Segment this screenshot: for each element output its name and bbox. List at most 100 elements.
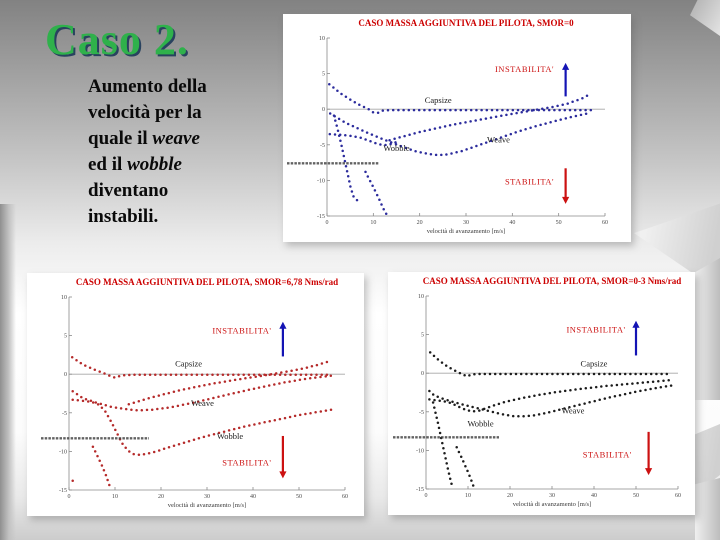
svg-text:5: 5 <box>322 72 325 78</box>
svg-text:-5: -5 <box>320 143 325 149</box>
chart-title: CASO MASSA AGGIUNTIVA DEL PILOTA, SMOR=0 <box>358 18 574 28</box>
slide-subtitle-line: ed il wobble <box>88 154 182 175</box>
svg-text:40: 40 <box>250 494 256 500</box>
series-stray <box>71 479 74 482</box>
series-wobble <box>71 398 333 456</box>
series-weave <box>328 112 588 157</box>
decor-chevron-mid-facet <box>634 203 720 276</box>
svg-text:10: 10 <box>418 294 424 300</box>
svg-text:10: 10 <box>370 220 376 226</box>
slide-subtitle-line: instabili. <box>88 206 159 227</box>
series-capsize <box>70 355 329 379</box>
svg-text:20: 20 <box>417 220 423 226</box>
svg-text:60: 60 <box>675 493 681 499</box>
series-wobble-unstable-1 <box>332 114 359 202</box>
series-capsize <box>428 351 669 377</box>
svg-text:60: 60 <box>342 494 348 500</box>
chart-smor6-78: CASO MASSA AGGIUNTIVA DEL PILOTA, SMOR=6… <box>27 273 364 516</box>
svg-text:50: 50 <box>556 220 562 226</box>
axes <box>68 296 346 491</box>
svg-text:5: 5 <box>421 333 424 339</box>
status-label: INSTABILITA' <box>212 325 271 335</box>
plot-smor-6-78: CASO MASSA AGGIUNTIVA DEL PILOTA, SMOR=6… <box>41 277 348 509</box>
x-axis-label: velocità di avanzamento [m/s] <box>168 502 247 509</box>
series-capsize <box>328 83 593 114</box>
svg-text:40: 40 <box>591 493 597 499</box>
series-wobble-unstable <box>91 445 111 487</box>
series-capsize-rising-branch <box>388 94 589 142</box>
curve-label-wobble: Wobble <box>217 431 243 441</box>
chart-title: CASO MASSA AGGIUNTIVA DEL PILOTA, SMOR=6… <box>76 277 338 287</box>
svg-text:-10: -10 <box>416 448 424 454</box>
series-wobble-unstable-2 <box>455 446 475 487</box>
svg-text:0: 0 <box>68 494 71 500</box>
status-label: STABILITA' <box>222 457 271 467</box>
stability-arrow-down <box>562 168 570 204</box>
instability-arrow-up <box>279 321 287 357</box>
svg-text:-15: -15 <box>317 214 325 220</box>
stability-arrow-down <box>645 431 653 476</box>
decor-chevron-mid-body <box>695 258 720 400</box>
axes <box>425 295 679 490</box>
svg-text:-5: -5 <box>62 411 67 417</box>
slide-subtitle-line: quale il weave <box>88 128 200 149</box>
x-axis-label: velocità di avanzamento [m/s] <box>513 501 592 508</box>
slide-title: Caso 2. <box>45 15 189 64</box>
svg-text:-15: -15 <box>59 488 67 494</box>
series-weave <box>428 384 673 418</box>
chart-smor0: CASO MASSA AGGIUNTIVA DEL PILOTA, SMOR=0… <box>283 14 631 242</box>
instability-arrow-up <box>562 62 570 97</box>
slide-subtitle: Aumento della velocità per la quale il wea… <box>88 74 258 230</box>
curve-label-weave: Weave <box>562 405 585 415</box>
slide-subtitle-line: Aumento della <box>88 76 207 97</box>
svg-text:10: 10 <box>465 493 471 499</box>
status-label: INSTABILITA' <box>566 324 625 334</box>
status-label: INSTABILITA' <box>495 64 554 74</box>
plot-smor-0: CASO MASSA AGGIUNTIVA DEL PILOTA, SMOR=0… <box>287 18 608 235</box>
status-label: STABILITA' <box>505 177 554 187</box>
curve-label-capsize: Capsize <box>425 95 452 105</box>
svg-text:-5: -5 <box>419 410 424 416</box>
svg-text:30: 30 <box>204 494 210 500</box>
svg-text:0: 0 <box>326 220 329 226</box>
svg-text:0: 0 <box>322 107 325 113</box>
slide-subtitle-line: diventano <box>88 180 169 201</box>
svg-text:-15: -15 <box>416 487 424 493</box>
stability-arrow-down <box>279 435 287 479</box>
svg-text:20: 20 <box>158 494 164 500</box>
svg-text:50: 50 <box>633 493 639 499</box>
svg-text:0: 0 <box>421 371 424 377</box>
chart-title: CASO MASSA AGGIUNTIVA DEL PILOTA, SMOR=0… <box>423 276 682 286</box>
svg-text:10: 10 <box>61 295 67 301</box>
decor-left-strip <box>0 204 16 540</box>
svg-text:30: 30 <box>463 220 469 226</box>
plot-smor-0-3: CASO MASSA AGGIUNTIVA DEL PILOTA, SMOR=0… <box>393 276 682 508</box>
status-label: STABILITA' <box>583 449 632 459</box>
curve-label-weave: Weave <box>191 398 214 408</box>
svg-text:10: 10 <box>319 36 325 42</box>
x-axis-label: velocità di avanzamento [m/s] <box>427 228 506 235</box>
svg-text:30: 30 <box>549 493 555 499</box>
svg-text:0: 0 <box>64 372 67 378</box>
svg-text:5: 5 <box>64 334 67 340</box>
decor-corner-top-right <box>690 0 720 36</box>
svg-text:40: 40 <box>509 220 515 226</box>
curve-label-wobble: Wobble <box>383 143 409 153</box>
series-wobble-unstable-2 <box>364 170 388 216</box>
svg-text:10: 10 <box>112 494 118 500</box>
svg-text:50: 50 <box>296 494 302 500</box>
series-wobble-unstable-1 <box>431 401 453 485</box>
svg-text:-10: -10 <box>59 449 67 455</box>
instability-arrow-up <box>632 320 640 356</box>
slide-subtitle-line: velocità per la <box>88 102 202 123</box>
chart-smor0-3: CASO MASSA AGGIUNTIVA DEL PILOTA, SMOR=0… <box>388 272 695 515</box>
svg-text:0: 0 <box>425 493 428 499</box>
svg-text:20: 20 <box>507 493 513 499</box>
svg-text:60: 60 <box>602 220 608 226</box>
curve-label-wobble: Wobble <box>467 418 493 428</box>
curve-label-weave: Weave <box>487 135 510 145</box>
